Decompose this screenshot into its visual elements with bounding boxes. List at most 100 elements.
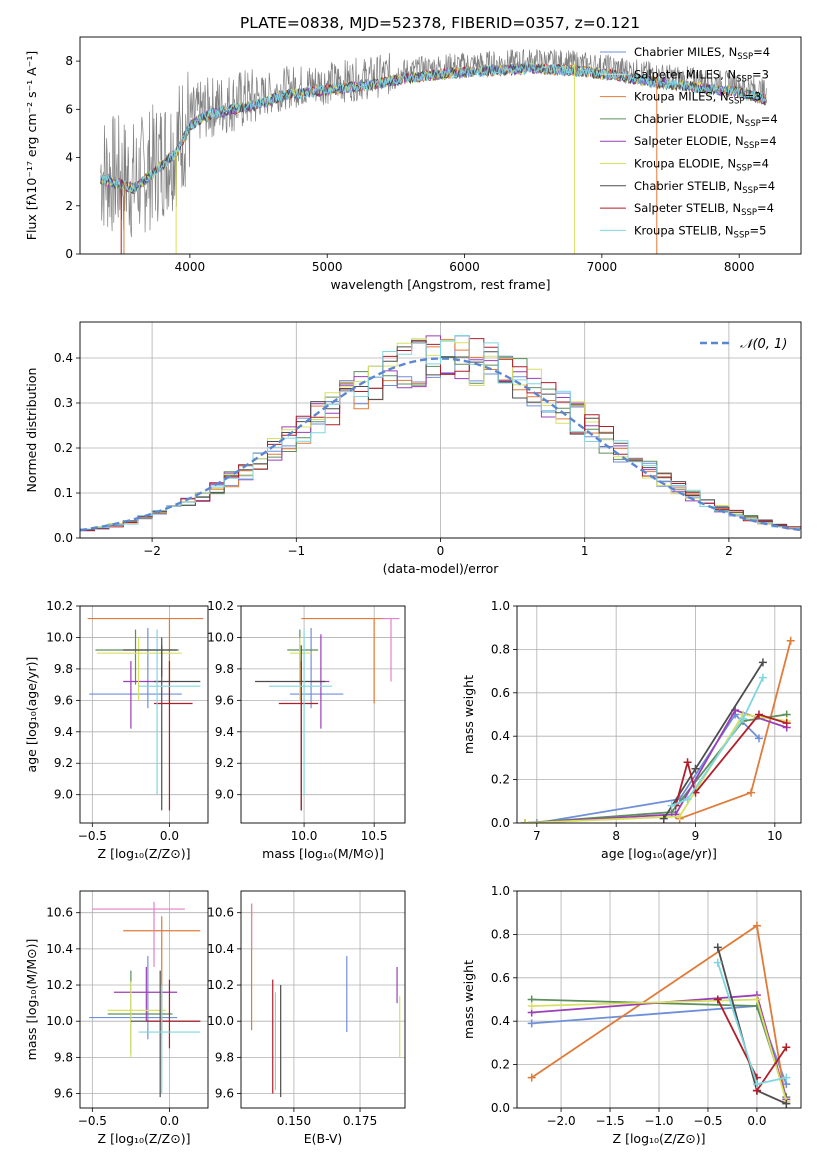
y-tick-label: 10.2: [46, 599, 73, 613]
x-tick-label: −0.5: [78, 1114, 107, 1128]
y-tick-label: 10.0: [46, 1014, 73, 1028]
weight-line-kroupa-stelib: [671, 677, 764, 807]
weight-marker: [752, 1080, 761, 1089]
y-tick-label: 9.0: [215, 788, 234, 802]
axes-residuals: −2 −1 0 1 2 0.0 0.1 0.2 0.3 0.4 (data-model)/error…: [24, 321, 802, 576]
grid-mass_vs_ebv: [241, 891, 405, 1108]
y-tick-label: 0.4: [491, 1014, 510, 1028]
x-tick-label: −2.0: [546, 1114, 575, 1128]
panel-age_vs_Z: −0.5 0.0 9.0 9.2 9.4 9.6 9.8 10.0 10.2 Z [log₁₀(Z…: [24, 599, 209, 861]
panel-mass_vs_Z: −0.5 0.0 9.6 9.8 10.0 10.2 10.4 10.6 Z [log₁₀(Z/…: [24, 890, 209, 1146]
weight-marker: [782, 1043, 791, 1052]
weight-marker: [527, 1002, 536, 1011]
weight-marker: [659, 814, 668, 823]
y-tick-label: 9.4: [215, 725, 234, 739]
y-tick-label: 1.0: [491, 599, 510, 613]
y-tick-label: 0.2: [491, 773, 510, 787]
axes-mass_vs_Z: −0.5 0.0 9.6 9.8 10.0 10.2 10.4 10.6 Z [log₁₀(Z/…: [24, 890, 209, 1146]
weight-marker: [754, 710, 763, 719]
weight-marker: [754, 734, 763, 743]
x-tick-label: 10.5: [361, 829, 388, 843]
panel-age_vs_mass: 10.0 10.5 9.0 9.2 9.4 9.6 9.8 10.0 10.2 mass [log…: [207, 599, 406, 861]
grid-age_vs_Z: [80, 605, 208, 823]
weight-marker: [527, 1073, 536, 1082]
x-axis-label: Z [log₁₀(Z/Z⊙)]: [98, 846, 191, 861]
weight-marker: [532, 819, 541, 823]
x-axis-label: age [log₁₀(age/yr)]: [601, 846, 717, 861]
plot-area-age_vs_Z: [87, 617, 204, 811]
x-tick-label: 7000: [587, 260, 618, 274]
legend-entry: Salpeter MILES, NSSP=3: [634, 67, 769, 84]
weight-marker: [683, 795, 692, 804]
axes-frame: [240, 890, 406, 1109]
weight-marker: [747, 788, 756, 797]
panel-weight_vs_Z: −2.0 −1.5 −1.0 −0.5 0.0 0.0 0.2 0.4 0.6 0.8 1.0 Z […: [461, 884, 802, 1146]
y-tick-label: 9.8: [215, 662, 234, 676]
axes-frame: [240, 605, 406, 824]
y-tick-label: 0.2: [491, 1058, 510, 1072]
y-tick-label: 10.4: [207, 942, 234, 956]
y-tick-label: 10.0: [207, 630, 234, 644]
weight-marker: [713, 995, 722, 1004]
y-tick-label: 10.2: [207, 978, 234, 992]
x-axis-label: Z [log₁₀(Z/Z⊙)]: [613, 1131, 706, 1146]
y-axis-label: Normed distribution: [24, 368, 39, 493]
legend-entry: Chabrier ELODIE, NSSP=4: [634, 112, 778, 129]
x-tick-label: 10: [767, 829, 782, 843]
plot-area-mass_vs_Z: [89, 901, 201, 1098]
axes-frame: [516, 890, 802, 1109]
x-tick-label: −0.5: [78, 829, 107, 843]
y-tick-label: 10.0: [46, 630, 73, 644]
x-tick-label: 0.0: [160, 829, 179, 843]
y-tick-label: 0.8: [491, 927, 510, 941]
axes-mass_vs_ebv: 0.150 0.175 9.6 9.8 10.0 10.2 10.4 10.6 E(B-V): [207, 890, 406, 1146]
y-tick-label: 8: [65, 54, 73, 68]
x-tick-label: −2: [143, 544, 161, 558]
grid-mass_vs_Z: [80, 891, 208, 1108]
weight-marker: [520, 819, 529, 823]
gaussian-reference-line: [80, 357, 801, 532]
legend-entry: Salpeter STELIB, NSSP=4: [634, 201, 774, 218]
y-tick-label: 6: [65, 102, 73, 116]
y-tick-label: 9.8: [54, 1050, 73, 1064]
x-axis-label: wavelength [Angstrom, rest frame]: [330, 277, 550, 292]
panel-weight_vs_age: 7 8 9 10 0.0 0.2 0.4 0.6 0.8 1.0 age [log₁₀(age/yr…: [461, 599, 802, 861]
y-tick-label: 9.8: [215, 1050, 234, 1064]
axes-age_vs_Z: −0.5 0.0 9.0 9.2 9.4 9.6 9.8 10.0 10.2 Z [log₁₀(Z…: [24, 599, 209, 861]
weight-marker: [782, 1073, 791, 1082]
axes-weight_vs_age: 7 8 9 10 0.0 0.2 0.4 0.6 0.8 1.0 age [log₁₀(age/yr…: [461, 599, 802, 861]
weight-line-chabrier-elodie: [524, 713, 787, 823]
plot-area-weight_vs_Z: [527, 921, 791, 1108]
weight-marker: [739, 714, 748, 723]
y-tick-label: 9.6: [215, 693, 234, 707]
weight-marker: [691, 764, 700, 773]
x-tick-label: 10.0: [291, 829, 318, 843]
panel-spectrum: 4000 5000 6000 7000 8000 0 2 4 6 8 wavelength [Ang…: [24, 36, 802, 292]
weight-marker: [752, 995, 761, 1004]
plot-area-weight_vs_age: [520, 636, 795, 823]
y-axis-label: mass weight: [461, 960, 476, 1039]
y-tick-label: 0.2: [54, 441, 73, 455]
y-tick-label: 9.6: [215, 1087, 234, 1101]
panel-mass_vs_ebv: 0.150 0.175 9.6 9.8 10.0 10.2 10.4 10.6 E(B-V): [207, 890, 406, 1146]
spectrum-model-chabrier-miles: [100, 62, 767, 193]
x-axis-label: E(B-V): [304, 1131, 343, 1146]
x-tick-label: −0.5: [693, 1114, 722, 1128]
legend-entry: Chabrier MILES, NSSP=4: [634, 45, 770, 62]
weight-line-salpeter-elodie: [524, 709, 787, 823]
x-tick-label: 4000: [175, 260, 206, 274]
weight-marker: [675, 812, 684, 821]
axes-frame: [79, 36, 802, 255]
grid-age_vs_mass: [241, 605, 405, 823]
x-tick-label: 0: [437, 544, 445, 558]
y-axis-label: mass [log₁₀(M/M⊙)]: [24, 939, 39, 1061]
legend-entry: Salpeter ELODIE, NSSP=4: [634, 134, 777, 151]
weight-marker: [758, 658, 767, 667]
x-tick-label: 0.150: [277, 1114, 311, 1128]
weight-marker: [667, 801, 676, 810]
weight-marker: [782, 1099, 791, 1108]
weight-marker: [786, 636, 795, 645]
y-axis-label: age [log₁₀(age/yr)]: [24, 657, 39, 773]
x-tick-label: 7: [533, 829, 541, 843]
axes-frame: [79, 605, 209, 824]
